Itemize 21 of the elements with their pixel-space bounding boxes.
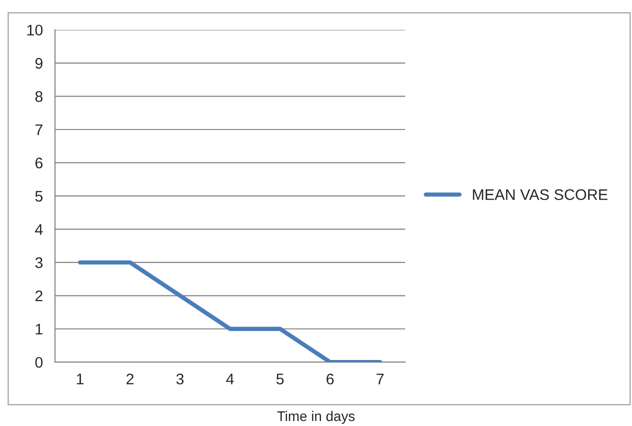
y-tick-label: 9 [35, 58, 42, 69]
y-tick-label: 6 [35, 158, 43, 168]
y-tick-label: 3 [35, 257, 43, 268]
y-tick-label: 0 [35, 356, 43, 368]
y-tick-label: 2 [35, 290, 42, 302]
y-tick-label: 5 [35, 190, 43, 202]
x-tick-label: 1 [76, 374, 84, 384]
y-tick-label: 7 [35, 124, 42, 136]
x-tick-label: 4 [226, 374, 234, 384]
y-tick-label: 8 [35, 91, 43, 102]
line-series [78, 260, 382, 362]
x-tick-label: 3 [176, 374, 184, 384]
legend-label: MEAN VAS SCORE [472, 189, 608, 200]
x-tick-label: 5 [276, 374, 284, 384]
y-tick-label: 4 [35, 224, 43, 235]
y-tick-label: 1 [36, 324, 42, 334]
x-axis-title: Time in days [277, 410, 355, 424]
x-tick-label: 2 [126, 374, 134, 384]
y-tick-label: 10 [27, 24, 43, 36]
x-tick-label: 6 [326, 374, 334, 384]
x-tick-label: 7 [376, 374, 384, 384]
